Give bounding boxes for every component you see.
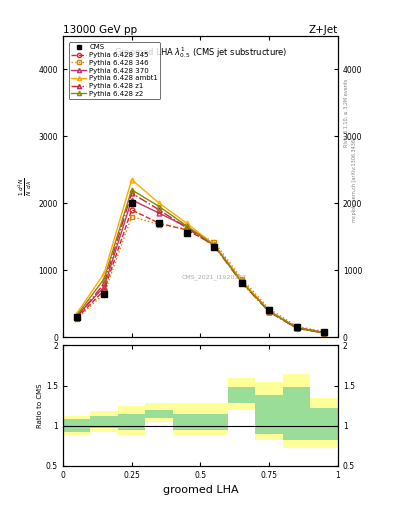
Pythia 6.428 346 <box>102 290 107 296</box>
Pythia 6.428 346 <box>294 323 299 329</box>
Pythia 6.428 z2 <box>322 330 327 336</box>
Pythia 6.428 z2 <box>129 187 134 193</box>
Text: mcplots.cern.ch [arXiv:1306.3436]: mcplots.cern.ch [arXiv:1306.3436] <box>352 137 357 222</box>
Pythia 6.428 370 <box>294 325 299 331</box>
Pythia 6.428 345 <box>184 227 189 233</box>
Pythia 6.428 346 <box>74 316 79 322</box>
Pythia 6.428 ambt1 <box>157 200 162 206</box>
Pythia 6.428 z1 <box>294 325 299 331</box>
Pythia 6.428 ambt1 <box>239 279 244 285</box>
X-axis label: groomed LHA: groomed LHA <box>163 485 238 495</box>
Pythia 6.428 346 <box>267 306 272 312</box>
Pythia 6.428 346 <box>239 276 244 282</box>
Pythia 6.428 z2 <box>212 242 217 248</box>
Pythia 6.428 345 <box>294 325 299 331</box>
Y-axis label: $\frac{1}{N}\frac{d^{2}N}{d\lambda}$: $\frac{1}{N}\frac{d^{2}N}{d\lambda}$ <box>17 177 34 196</box>
Text: Rivet 3.1.10, ≥ 3.2M events: Rivet 3.1.10, ≥ 3.2M events <box>344 78 349 147</box>
Y-axis label: Ratio to CMS: Ratio to CMS <box>37 383 43 428</box>
Pythia 6.428 ambt1 <box>74 310 79 316</box>
Pythia 6.428 z2 <box>239 279 244 285</box>
Pythia 6.428 370 <box>74 313 79 319</box>
Pythia 6.428 346 <box>184 225 189 231</box>
Line: Pythia 6.428 ambt1: Pythia 6.428 ambt1 <box>74 177 327 335</box>
Pythia 6.428 346 <box>129 214 134 220</box>
Pythia 6.428 345 <box>322 329 327 335</box>
Pythia 6.428 z1 <box>267 309 272 315</box>
Text: Groomed LHA $\lambda^{1}_{0.5}$ (CMS jet substructure): Groomed LHA $\lambda^{1}_{0.5}$ (CMS jet… <box>114 45 287 60</box>
Pythia 6.428 z1 <box>102 281 107 287</box>
Pythia 6.428 z2 <box>294 325 299 331</box>
Pythia 6.428 z1 <box>239 280 244 286</box>
CMS <box>267 307 272 313</box>
Pythia 6.428 z1 <box>74 314 79 321</box>
Pythia 6.428 370 <box>212 242 217 248</box>
Pythia 6.428 z2 <box>267 308 272 314</box>
Pythia 6.428 370 <box>239 279 244 285</box>
CMS <box>157 220 162 226</box>
Pythia 6.428 ambt1 <box>322 330 327 336</box>
Pythia 6.428 345 <box>129 207 134 213</box>
Pythia 6.428 370 <box>102 284 107 290</box>
Pythia 6.428 370 <box>129 197 134 203</box>
Pythia 6.428 346 <box>322 329 327 335</box>
CMS <box>322 329 327 335</box>
Pythia 6.428 ambt1 <box>184 220 189 226</box>
Line: Pythia 6.428 370: Pythia 6.428 370 <box>74 198 327 335</box>
Pythia 6.428 z2 <box>102 276 107 282</box>
Pythia 6.428 346 <box>157 222 162 228</box>
CMS <box>212 244 217 250</box>
Legend: CMS, Pythia 6.428 345, Pythia 6.428 346, Pythia 6.428 370, Pythia 6.428 ambt1, P: CMS, Pythia 6.428 345, Pythia 6.428 346,… <box>69 42 160 99</box>
Pythia 6.428 345 <box>239 279 244 285</box>
Pythia 6.428 345 <box>212 242 217 248</box>
Line: Pythia 6.428 z2: Pythia 6.428 z2 <box>74 187 327 335</box>
Pythia 6.428 345 <box>157 220 162 226</box>
Pythia 6.428 345 <box>102 287 107 293</box>
CMS <box>129 200 134 206</box>
Pythia 6.428 346 <box>212 239 217 245</box>
CMS <box>184 230 189 237</box>
Pythia 6.428 370 <box>157 210 162 216</box>
Text: 13000 GeV pp: 13000 GeV pp <box>63 25 137 35</box>
Pythia 6.428 z1 <box>129 190 134 196</box>
Pythia 6.428 z1 <box>157 207 162 213</box>
Pythia 6.428 ambt1 <box>267 308 272 314</box>
Line: Pythia 6.428 346: Pythia 6.428 346 <box>74 214 327 334</box>
Pythia 6.428 z2 <box>157 203 162 209</box>
Pythia 6.428 ambt1 <box>102 270 107 276</box>
CMS <box>294 324 299 330</box>
Pythia 6.428 z1 <box>322 330 327 336</box>
Line: CMS: CMS <box>74 200 327 334</box>
Text: Z+Jet: Z+Jet <box>309 25 338 35</box>
CMS <box>102 290 107 296</box>
Pythia 6.428 z1 <box>184 225 189 231</box>
CMS <box>239 281 244 287</box>
Line: Pythia 6.428 345: Pythia 6.428 345 <box>74 207 327 335</box>
Pythia 6.428 ambt1 <box>294 325 299 331</box>
Pythia 6.428 370 <box>322 330 327 336</box>
Text: CMS_2021_I1920187: CMS_2021_I1920187 <box>182 274 247 280</box>
Pythia 6.428 z1 <box>212 243 217 249</box>
CMS <box>74 314 79 320</box>
Pythia 6.428 370 <box>184 224 189 230</box>
Line: Pythia 6.428 z1: Pythia 6.428 z1 <box>74 190 327 335</box>
Pythia 6.428 ambt1 <box>212 242 217 248</box>
Pythia 6.428 345 <box>74 315 79 322</box>
Pythia 6.428 ambt1 <box>129 177 134 183</box>
Pythia 6.428 345 <box>267 308 272 314</box>
Pythia 6.428 370 <box>267 308 272 314</box>
Pythia 6.428 z2 <box>74 312 79 318</box>
Pythia 6.428 z2 <box>184 223 189 229</box>
